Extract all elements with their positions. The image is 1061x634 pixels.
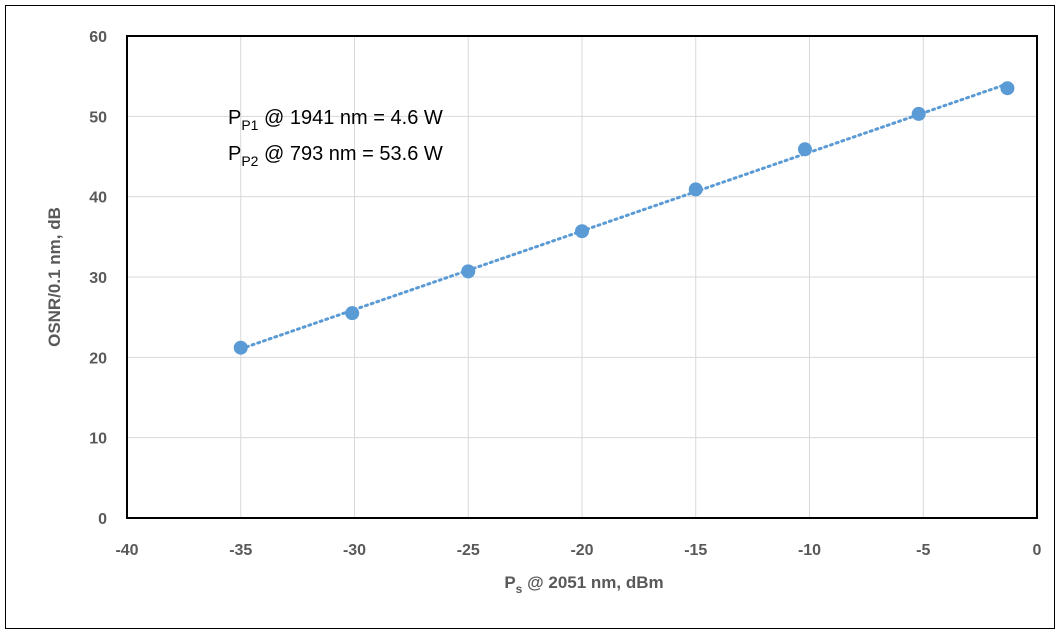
data-point (345, 306, 360, 321)
x-tick-labels: -40 -35 -30 -25 -20 -15 -10 -5 0 (115, 542, 1041, 559)
y-tick-label: 40 (89, 190, 107, 207)
y-tick-label: 30 (89, 270, 107, 287)
data-point (1000, 81, 1015, 96)
trendline (239, 82, 1009, 351)
y-tick-label: 0 (98, 511, 107, 528)
gridlines (127, 36, 1037, 518)
x-tick-label: -10 (798, 542, 821, 559)
data-point (797, 142, 812, 157)
y-tick-label: 60 (89, 29, 107, 46)
y-tick-label: 20 (89, 350, 107, 367)
chart-frame (5, 5, 1055, 629)
data-point (575, 224, 589, 239)
data-point (233, 340, 248, 355)
x-tick-label: -5 (916, 542, 930, 559)
data-point (688, 182, 703, 197)
x-axis-title: Ps @ 2051 nm, dBm (504, 573, 663, 596)
plot-area-border (126, 35, 1038, 519)
x-tick-label: -30 (343, 542, 366, 559)
x-tick-label: -20 (570, 542, 593, 559)
x-tick-label: -15 (684, 542, 707, 559)
x-tick-label: -25 (457, 542, 480, 559)
y-tick-label: 50 (89, 109, 107, 126)
y-axis-title: OSNR/0.1 nm, dB (45, 207, 64, 347)
y-tick-labels: 0 10 20 30 40 50 60 (89, 29, 107, 528)
annotation-pump2: PP2 @ 793 nm = 53.6 W (228, 143, 443, 169)
x-tick-label: 0 (1033, 542, 1042, 559)
data-point (911, 106, 926, 121)
y-tick-label: 10 (89, 431, 107, 448)
x-tick-label: -35 (229, 542, 252, 559)
annotation-pump1: PP1 @ 1941 nm = 4.6 W (228, 107, 443, 133)
data-points (233, 81, 1015, 355)
data-point (461, 264, 476, 279)
x-tick-label: -40 (115, 542, 138, 559)
